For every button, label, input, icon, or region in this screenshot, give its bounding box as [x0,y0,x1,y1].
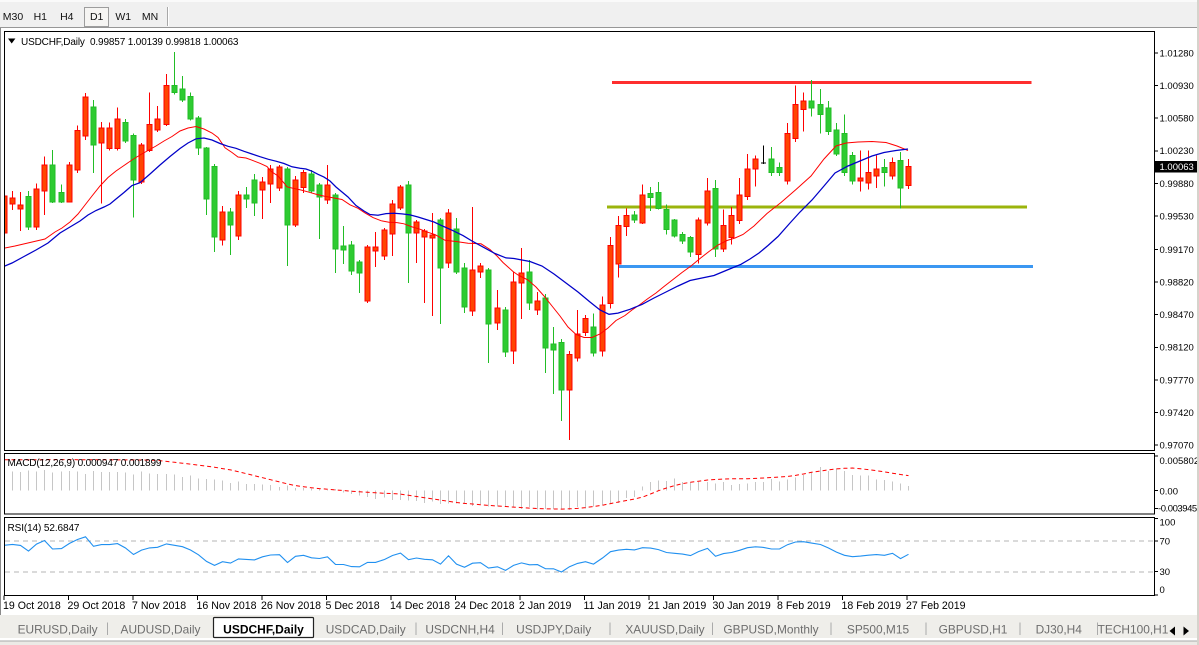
svg-text:70: 70 [1160,536,1171,547]
svg-text:16 Nov 2018: 16 Nov 2018 [197,600,257,612]
svg-text:SP500,M15: SP500,M15 [847,623,910,637]
svg-text:GBPUSD,H1: GBPUSD,H1 [939,623,1008,637]
svg-text:-0.003945: -0.003945 [1158,504,1197,515]
svg-text:0.97070: 0.97070 [1160,441,1194,452]
svg-text:USDCHF,Daily 0.99857 1.00139: USDCHF,Daily 0.99857 1.00139 0.99818 1.0… [21,37,239,48]
svg-text:30: 30 [1160,567,1171,578]
svg-text:24 Dec 2018: 24 Dec 2018 [455,600,515,612]
svg-text:H4: H4 [60,11,74,23]
svg-text:0.98120: 0.98120 [1160,343,1194,354]
svg-text:EURUSD,Daily: EURUSD,Daily [18,623,98,637]
svg-text:GBPUSD,Monthly: GBPUSD,Monthly [723,623,818,637]
svg-text:MN: MN [142,11,158,23]
svg-text:AUDUSD,Daily: AUDUSD,Daily [121,623,201,637]
svg-text:0.99880: 0.99880 [1160,179,1194,190]
svg-text:14 Dec 2018: 14 Dec 2018 [390,600,450,612]
svg-text:USDJPY,Daily: USDJPY,Daily [516,623,591,637]
svg-text:USDCAD,Daily: USDCAD,Daily [326,623,406,637]
svg-text:USDCHF,Daily: USDCHF,Daily [223,623,304,637]
svg-text:0.98470: 0.98470 [1160,310,1194,321]
svg-text:DJ30,H4: DJ30,H4 [1036,623,1083,637]
svg-text:0.98820: 0.98820 [1160,278,1194,289]
svg-text:8 Feb 2019: 8 Feb 2019 [777,600,831,612]
svg-text:1.00063: 1.00063 [1160,162,1194,173]
svg-text:27 Feb 2019: 27 Feb 2019 [906,600,966,612]
svg-text:30 Jan 2019: 30 Jan 2019 [713,600,771,612]
svg-text:0.99170: 0.99170 [1160,245,1194,256]
svg-text:5 Dec 2018: 5 Dec 2018 [326,600,380,612]
svg-text:RSI(14) 52.6847: RSI(14) 52.6847 [8,523,80,534]
svg-text:26 Nov 2018: 26 Nov 2018 [261,600,321,612]
svg-text:0: 0 [1160,585,1165,596]
svg-text:19 Oct 2018: 19 Oct 2018 [3,600,61,612]
svg-text:0.97770: 0.97770 [1160,375,1194,386]
svg-text:0.97420: 0.97420 [1160,408,1194,419]
svg-text:USDCNH,H4: USDCNH,H4 [425,623,495,637]
svg-text:H1: H1 [34,11,48,23]
svg-text:XAUUSD,Daily: XAUUSD,Daily [625,623,704,637]
svg-text:0.00: 0.00 [1160,486,1179,497]
svg-text:TECH100,H1: TECH100,H1 [1098,623,1169,637]
svg-text:0.99530: 0.99530 [1160,211,1194,222]
svg-text:29 Oct 2018: 29 Oct 2018 [68,600,126,612]
svg-text:1.00930: 1.00930 [1160,81,1194,92]
svg-text:MACD(12,26,9) 0.000947 0.00189: MACD(12,26,9) 0.000947 0.001899 [8,458,162,469]
svg-text:0.005802: 0.005802 [1160,456,1199,467]
svg-text:100: 100 [1160,517,1176,528]
svg-text:W1: W1 [115,11,131,23]
svg-text:21 Jan 2019: 21 Jan 2019 [648,600,706,612]
svg-text:18 Feb 2019: 18 Feb 2019 [842,600,902,612]
svg-text:2 Jan 2019: 2 Jan 2019 [519,600,572,612]
svg-text:1.01280: 1.01280 [1160,48,1194,59]
svg-text:7 Nov 2018: 7 Nov 2018 [132,600,186,612]
svg-text:1.00230: 1.00230 [1160,146,1194,157]
svg-text:M30: M30 [3,11,24,23]
svg-text:1.00580: 1.00580 [1160,114,1194,125]
svg-text:D1: D1 [90,11,104,23]
svg-text:11 Jan 2019: 11 Jan 2019 [584,600,642,612]
